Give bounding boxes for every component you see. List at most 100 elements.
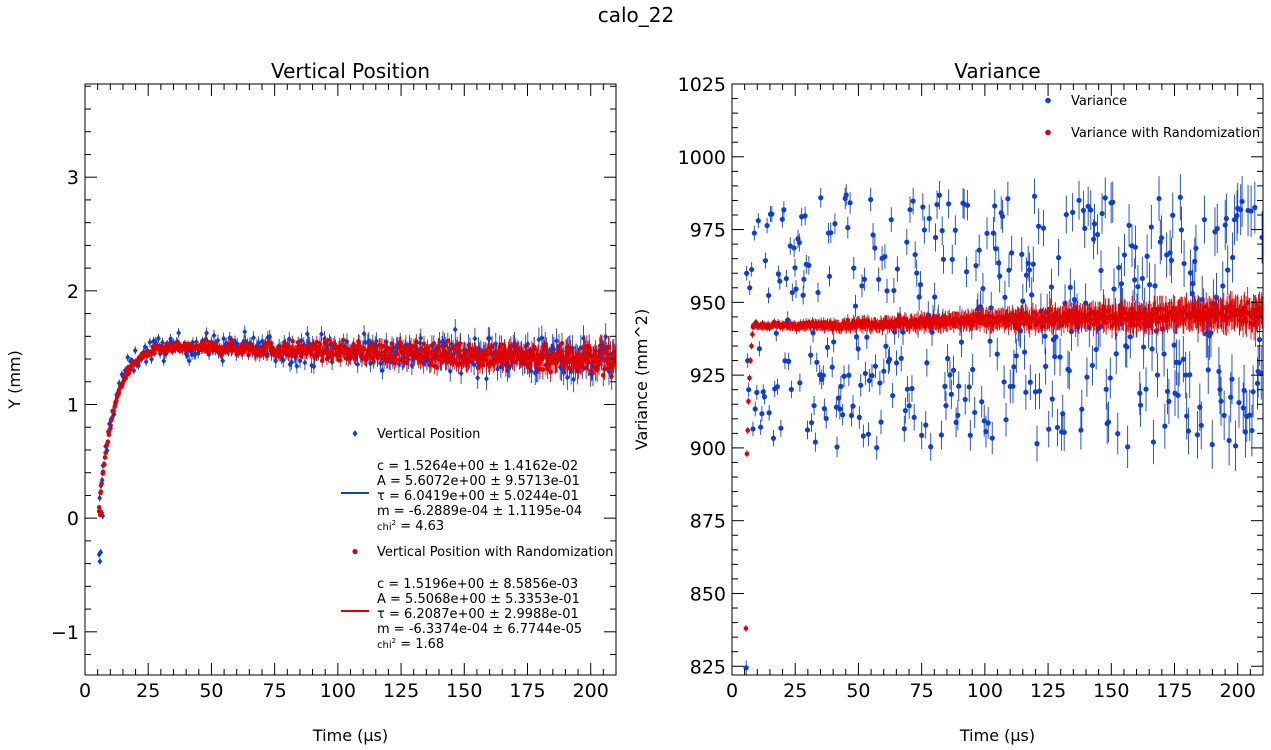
variance-y-tick-label: 1025: [678, 74, 726, 96]
variance-data-point: [851, 265, 857, 271]
vertical-position-data-point: [319, 331, 324, 338]
variance-data-point: [911, 414, 917, 420]
vertical-position-data-point: [406, 356, 411, 363]
variance-data-point: [932, 234, 939, 241]
variance-data-point: [860, 433, 866, 439]
vertical-position-x-tick-label: 0: [79, 680, 91, 702]
variance-data-point: [1113, 351, 1119, 357]
variance-data-point: [815, 289, 821, 296]
variance-data-point: [748, 358, 753, 363]
variance-data-point: [1252, 204, 1258, 211]
vertical-position-y-tick-label: 3: [67, 167, 79, 189]
legend-marker: [352, 548, 358, 555]
variance-data-point: [1217, 386, 1223, 393]
variance-data-point: [818, 195, 824, 201]
variance-data-point: [967, 432, 973, 438]
vertical-position-data-point: [132, 347, 138, 354]
variance-data-point: [1098, 267, 1104, 274]
vertical-position-data-point: [594, 367, 600, 372]
vertical-position-data-point: [114, 398, 119, 404]
variance-data-point: [1167, 250, 1173, 256]
variance-data-point: [755, 218, 761, 224]
variance-data-point: [783, 275, 789, 282]
vertical-position-data-point: [445, 338, 451, 344]
variance-data-point: [1042, 333, 1048, 339]
legend-marker: [1045, 97, 1051, 104]
variance-y-tick-label: 975: [690, 220, 726, 242]
vertical-position-data-point: [475, 374, 481, 381]
vertical-position-data-point: [548, 369, 553, 375]
vertical-position-data-point: [599, 343, 605, 348]
vertical-position-data-point: [193, 350, 198, 358]
variance-data-point: [928, 444, 934, 450]
vertical-position-y-axis-label: Y (mm): [5, 350, 24, 410]
vertical-position-x-tick-label: 175: [509, 680, 545, 702]
vertical-position-data-layer: [96, 319, 616, 565]
variance-data-point: [1006, 267, 1012, 273]
variance-data-point: [938, 432, 945, 438]
vertical-position-data-point: [102, 455, 108, 460]
variance-data-point: [1094, 231, 1101, 238]
variance-data-point: [1005, 196, 1011, 202]
vertical-position-data-point: [234, 340, 240, 348]
variance-data-point: [1132, 277, 1138, 283]
variance-data-point: [934, 201, 940, 208]
variance-data-point: [1049, 396, 1055, 402]
variance-data-point: [1032, 389, 1039, 395]
variance-data-point: [1178, 227, 1185, 233]
variance-data-point: [1244, 318, 1249, 324]
vertical-position-data-point: [564, 374, 570, 381]
legend-fit-text: A = 5.5068e+00 ± 5.3353e-01: [377, 592, 580, 607]
variance-data-point: [898, 355, 904, 361]
variance-data-point: [1085, 203, 1091, 209]
variance-data-point: [796, 240, 802, 246]
vertical-position-data-point: [251, 334, 256, 341]
variance-data-point: [847, 200, 853, 206]
variance-data-point: [1102, 195, 1108, 201]
variance-data-point: [988, 305, 994, 311]
vertical-position-data-point: [389, 341, 395, 346]
variance-data-point: [1223, 215, 1229, 222]
variance-data-point: [1168, 257, 1175, 263]
vertical-position-data-point: [480, 362, 485, 368]
variance-data-point: [907, 207, 913, 213]
vertical-position-x-axis-label: Time (µs): [312, 726, 388, 745]
vertical-position-data-point: [341, 337, 346, 343]
variance-data-point: [992, 203, 998, 209]
variance-data-point: [824, 344, 831, 350]
variance-data-point: [940, 256, 947, 262]
variance-data-point: [829, 364, 835, 370]
variance-data-point: [883, 343, 889, 349]
vertical-position-data-point: [462, 347, 467, 353]
variance-data-point: [1011, 364, 1017, 370]
vertical-position-data-point: [452, 326, 458, 333]
variance-data-point: [1055, 255, 1062, 261]
variance-data-point: [912, 252, 918, 258]
variance-data-point: [1082, 225, 1088, 232]
legend-fit-text: A = 5.6072e+00 ± 9.5713e-01: [377, 474, 580, 489]
vertical-position-data-point: [264, 353, 270, 359]
variance-data-point: [1250, 389, 1256, 395]
vertical-position-data-point: [97, 558, 103, 565]
vertical-position-x-tick-label: 200: [573, 680, 609, 702]
variance-data-point: [1103, 386, 1109, 392]
variance-data-point: [916, 294, 922, 300]
variance-data-point: [1124, 344, 1130, 350]
variance-data-point: [1232, 443, 1239, 449]
vertical-position-data-point: [584, 343, 590, 349]
vertical-position-data-point: [152, 350, 157, 356]
variance-y-tick-label: 900: [690, 438, 726, 460]
vertical-position-x-tick-label: 75: [263, 680, 287, 702]
variance-data-point: [1110, 199, 1116, 205]
variance-data-point: [984, 230, 990, 236]
vertical-position-data-point: [229, 338, 235, 343]
variance-data-point: [955, 412, 961, 418]
vertical-position-data-point: [583, 365, 589, 371]
variance-data-point: [1170, 212, 1176, 218]
variance-data-point: [862, 370, 868, 377]
variance-data-point: [1164, 388, 1171, 394]
vertical-position-data-point: [526, 361, 532, 367]
variance-data-point: [1248, 208, 1254, 214]
variance-data-point: [852, 303, 859, 309]
variance-data-point: [752, 406, 758, 412]
